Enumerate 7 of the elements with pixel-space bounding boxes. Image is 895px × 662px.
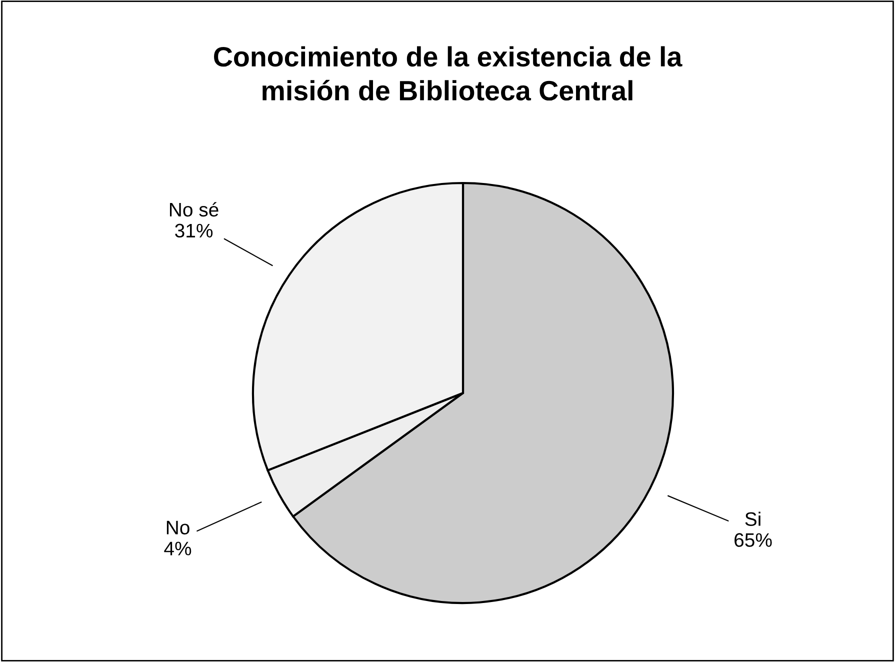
slice-label: No xyxy=(166,520,190,534)
slice-label: No sé xyxy=(170,202,218,217)
slice-label: Si xyxy=(745,512,760,526)
data-label: 4% xyxy=(164,542,192,556)
data-label: 31% xyxy=(175,224,213,238)
data-label: 65% xyxy=(734,533,772,547)
chart-title: Conocimiento de la existencia de la misión de Biblioteca Central xyxy=(214,46,682,101)
